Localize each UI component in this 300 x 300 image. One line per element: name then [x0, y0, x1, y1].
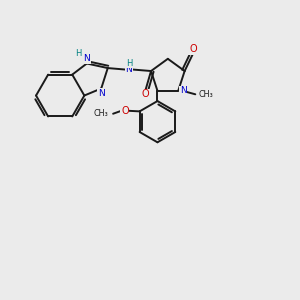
Text: O: O [142, 89, 150, 99]
Text: O: O [189, 44, 197, 54]
Text: N: N [98, 89, 105, 98]
Text: H: H [126, 58, 132, 68]
Text: H: H [75, 49, 82, 58]
Text: N: N [83, 54, 90, 63]
Text: O: O [121, 106, 129, 116]
Text: N: N [126, 65, 132, 74]
Text: N: N [180, 86, 187, 95]
Text: CH₃: CH₃ [199, 90, 213, 99]
Text: CH₃: CH₃ [94, 109, 108, 118]
